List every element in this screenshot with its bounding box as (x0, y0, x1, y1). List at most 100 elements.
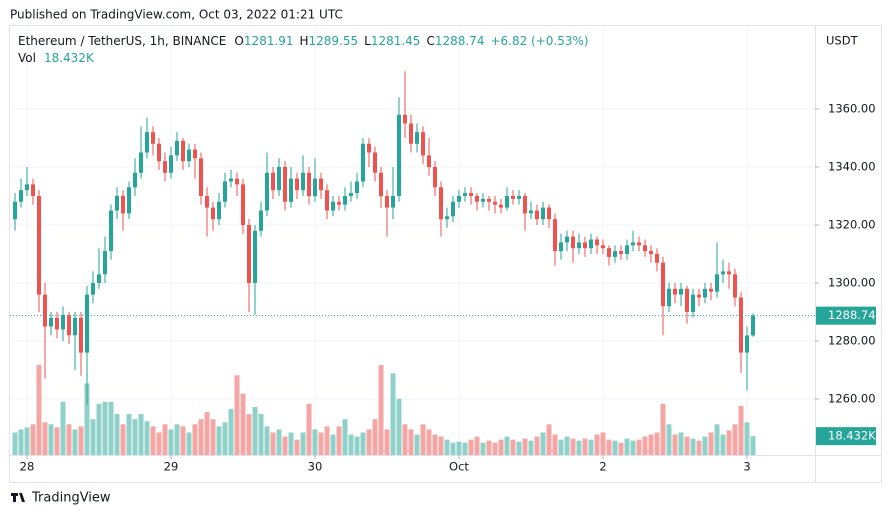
volume-bar (660, 403, 666, 455)
volume-bar (408, 429, 414, 455)
volume-bar (672, 434, 678, 455)
candle-body (493, 201, 497, 205)
volume-bar (126, 414, 132, 455)
volume-bar (612, 440, 618, 455)
candle-body (103, 251, 107, 275)
volume-bar (600, 432, 606, 455)
volume-bar (156, 432, 162, 455)
y-tick-label: 1300.00 (828, 275, 876, 289)
candle-body (115, 195, 119, 211)
volume-bar (288, 432, 294, 455)
candle-body (619, 251, 623, 254)
candle-body (547, 207, 551, 220)
volume-bar (120, 424, 126, 455)
candle-body (313, 178, 317, 196)
x-tick-label: 3 (743, 460, 750, 474)
candle-body (319, 178, 323, 191)
candle-body (139, 152, 143, 173)
candle-body (13, 201, 17, 220)
y-tick-label: 1320.00 (828, 217, 876, 231)
candle-body (127, 187, 131, 214)
volume-bar (696, 440, 702, 455)
candle-body (253, 230, 257, 283)
volume-bar (162, 424, 168, 455)
volume-bar (666, 424, 672, 455)
volume-bar (492, 442, 498, 455)
volume-bar (138, 414, 144, 455)
volume-bar (588, 439, 594, 455)
brand-name: TradingView (31, 491, 111, 506)
candle-body (259, 210, 263, 231)
candle-body (487, 198, 491, 202)
candle-body (625, 245, 629, 254)
candle-body (187, 149, 191, 162)
y-tick-label: 1360.00 (828, 101, 876, 115)
volume-bar (246, 414, 252, 455)
volume-bar (540, 432, 546, 455)
volume-bar (426, 429, 432, 455)
volume-bar (720, 434, 726, 455)
volume-bar (468, 439, 474, 455)
candle-body (97, 274, 101, 283)
volume-bar (390, 373, 396, 455)
volume-bar (450, 442, 456, 455)
volume-bar (66, 424, 72, 455)
volume-bar (210, 419, 216, 455)
candle-body (469, 193, 473, 196)
candle-body (691, 294, 695, 313)
volume-value: 18.432K (44, 51, 95, 65)
candle-body (367, 143, 371, 153)
candle-body (727, 271, 731, 275)
chart-frame (9, 25, 882, 483)
x-tick-label: 28 (20, 460, 35, 474)
candle-body (613, 251, 617, 257)
candle-body (667, 288, 671, 307)
volume-bar (750, 436, 756, 455)
volume-bar (60, 401, 66, 455)
volume-bar (708, 432, 714, 455)
candle-body (565, 236, 569, 243)
volume-bar (582, 438, 588, 455)
volume-bar (198, 419, 204, 455)
candle-body (673, 288, 677, 295)
volume-bar (564, 436, 570, 455)
candle-body (559, 242, 563, 252)
volume-bar (516, 441, 522, 455)
candle-body (37, 195, 41, 295)
volume-bar (204, 412, 210, 455)
candle-body (733, 274, 737, 298)
candle-body (649, 251, 653, 254)
candle-body (751, 315, 755, 336)
volume-bar (42, 422, 48, 455)
candle-body (409, 123, 413, 144)
volume-bar (648, 434, 654, 455)
volume-bar (702, 436, 708, 455)
volume-bar (252, 406, 258, 455)
volume-bar (294, 439, 300, 455)
volume-bar (414, 434, 420, 455)
volume-header: Vol 18.432K (18, 51, 95, 65)
volume-bar (690, 438, 696, 455)
candle-body (607, 248, 611, 257)
candle-body (577, 242, 581, 249)
volume-bar (306, 403, 312, 455)
volume-bar (102, 401, 108, 455)
candle-body (67, 314, 71, 336)
candle-body (61, 314, 65, 330)
volume-bar (354, 436, 360, 455)
volume-bar (456, 441, 462, 455)
candle-body (331, 201, 335, 211)
volume-bar (348, 434, 354, 455)
volume-bar (624, 438, 630, 455)
volume-bar (576, 440, 582, 455)
candle-body (421, 132, 425, 156)
candle-body (295, 178, 299, 191)
candle-body (439, 187, 443, 220)
volume-bar (744, 422, 750, 455)
volume-bar (366, 429, 372, 455)
y-tick-label: 1340.00 (828, 159, 876, 173)
change: +6.82 (+0.53%) (490, 34, 588, 48)
candle-body (199, 158, 203, 196)
candle-body (397, 114, 401, 196)
